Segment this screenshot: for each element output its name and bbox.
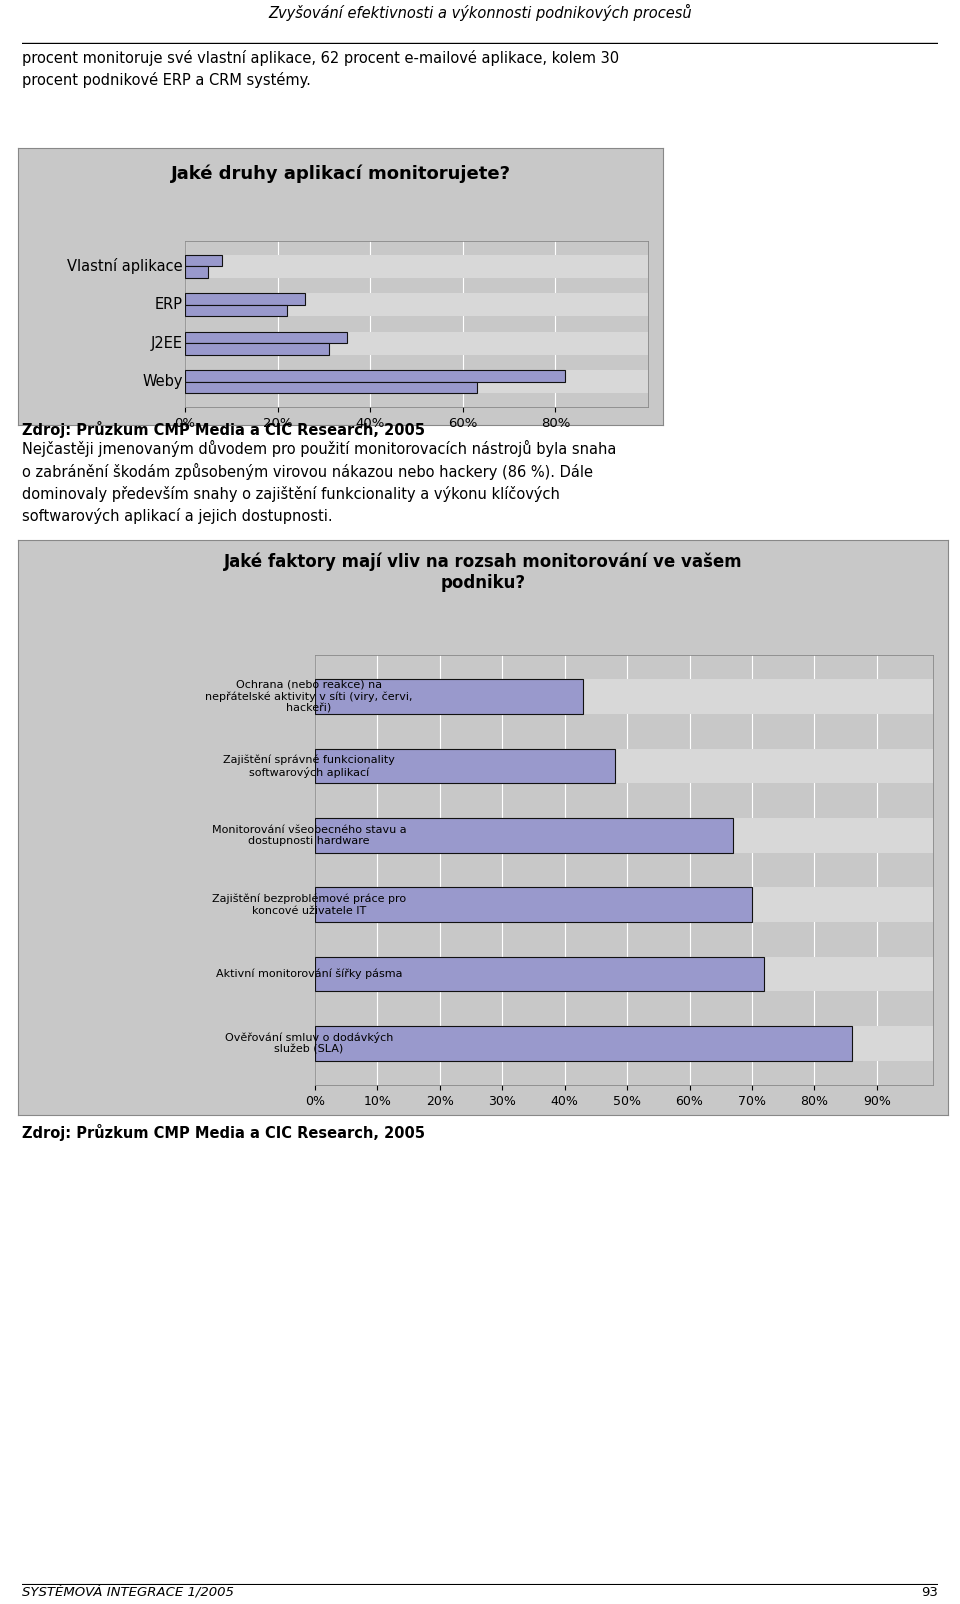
Bar xyxy=(185,371,648,382)
Text: J2EE: J2EE xyxy=(151,335,183,351)
Bar xyxy=(185,294,305,305)
Text: Zajištění bezproblémové práce pro
koncové uživatele IT: Zajištění bezproblémové práce pro koncov… xyxy=(212,893,406,916)
Bar xyxy=(315,818,733,853)
Text: Zvyšování efektivnosti a výkonnosti podnikových procesů: Zvyšování efektivnosti a výkonnosti podn… xyxy=(268,3,692,21)
Text: Zdroj: Průzkum CMP Media a CIC Research, 2005: Zdroj: Průzkum CMP Media a CIC Research,… xyxy=(22,420,425,438)
Text: Jaké druhy aplikací monitorujete?: Jaké druhy aplikací monitorujete? xyxy=(171,164,511,183)
Bar xyxy=(185,305,648,316)
Bar xyxy=(185,371,564,382)
Bar xyxy=(185,343,648,354)
Bar xyxy=(315,956,764,991)
Text: Aktivní monitorování šířky pásma: Aktivní monitorování šířky pásma xyxy=(216,969,402,980)
Text: ERP: ERP xyxy=(155,297,183,313)
Bar xyxy=(315,956,939,991)
Text: Zajištění správné funkcionality
softwarových aplikací: Zajištění správné funkcionality softwaro… xyxy=(223,754,395,778)
Text: Monitorování všeobecného stavu a
dostupnosti hardware: Monitorování všeobecného stavu a dostupn… xyxy=(212,824,406,847)
Text: Zdroj: Průzkum CMP Media a CIC Research, 2005: Zdroj: Průzkum CMP Media a CIC Research,… xyxy=(22,1124,425,1140)
Text: Ověřování smluv o dodávkých
služeb (SLA): Ověřování smluv o dodávkých služeb (SLA) xyxy=(225,1031,394,1055)
Bar xyxy=(315,1027,939,1060)
Text: Weby: Weby xyxy=(142,374,183,390)
Bar xyxy=(315,887,939,922)
Bar xyxy=(315,749,939,783)
Bar xyxy=(185,305,287,316)
Bar xyxy=(315,818,939,853)
Text: Ochrana (nebo reakce) na
nepřátelské aktivity v síti (viry, červi,
hackeři): Ochrana (nebo reakce) na nepřátelské akt… xyxy=(205,680,413,714)
Bar xyxy=(185,266,648,277)
Bar xyxy=(185,382,477,393)
Bar xyxy=(185,332,648,343)
Bar xyxy=(315,887,752,922)
Text: Jaké faktory mají vliv na rozsah monitorování ve vašem
podniku?: Jaké faktory mají vliv na rozsah monitor… xyxy=(224,553,742,592)
Bar xyxy=(185,294,648,305)
Text: SYSTÉMOVÁ INTEGRACE 1/2005: SYSTÉMOVÁ INTEGRACE 1/2005 xyxy=(22,1586,234,1599)
Text: Nejčastěji jmenovaným důvodem pro použití monitorovacích nástrojů byla snaha
o z: Nejčastěji jmenovaným důvodem pro použit… xyxy=(22,439,616,525)
Bar xyxy=(185,255,222,266)
Text: procent monitoruje své vlastní aplikace, 62 procent e-mailové aplikace, kolem 30: procent monitoruje své vlastní aplikace,… xyxy=(22,50,619,88)
Text: 93: 93 xyxy=(922,1586,938,1599)
Bar xyxy=(185,255,648,266)
Bar xyxy=(185,332,348,343)
Bar xyxy=(185,382,648,393)
Text: Vlastní aplikace: Vlastní aplikace xyxy=(67,258,183,274)
Bar xyxy=(315,678,939,714)
Bar xyxy=(185,343,328,354)
Bar xyxy=(185,266,208,277)
Bar xyxy=(315,749,614,783)
Bar xyxy=(315,1027,852,1060)
Bar xyxy=(315,678,584,714)
